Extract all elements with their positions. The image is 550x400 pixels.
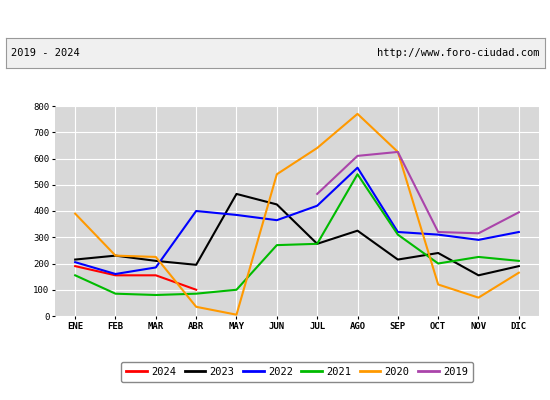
Text: Evolucion Nº Turistas Nacionales en el municipio de Rabanera del Pinar: Evolucion Nº Turistas Nacionales en el m… <box>26 12 524 26</box>
Text: 2019 - 2024: 2019 - 2024 <box>11 48 80 58</box>
Legend: 2024, 2023, 2022, 2021, 2020, 2019: 2024, 2023, 2022, 2021, 2020, 2019 <box>121 362 473 382</box>
Text: http://www.foro-ciudad.com: http://www.foro-ciudad.com <box>377 48 539 58</box>
